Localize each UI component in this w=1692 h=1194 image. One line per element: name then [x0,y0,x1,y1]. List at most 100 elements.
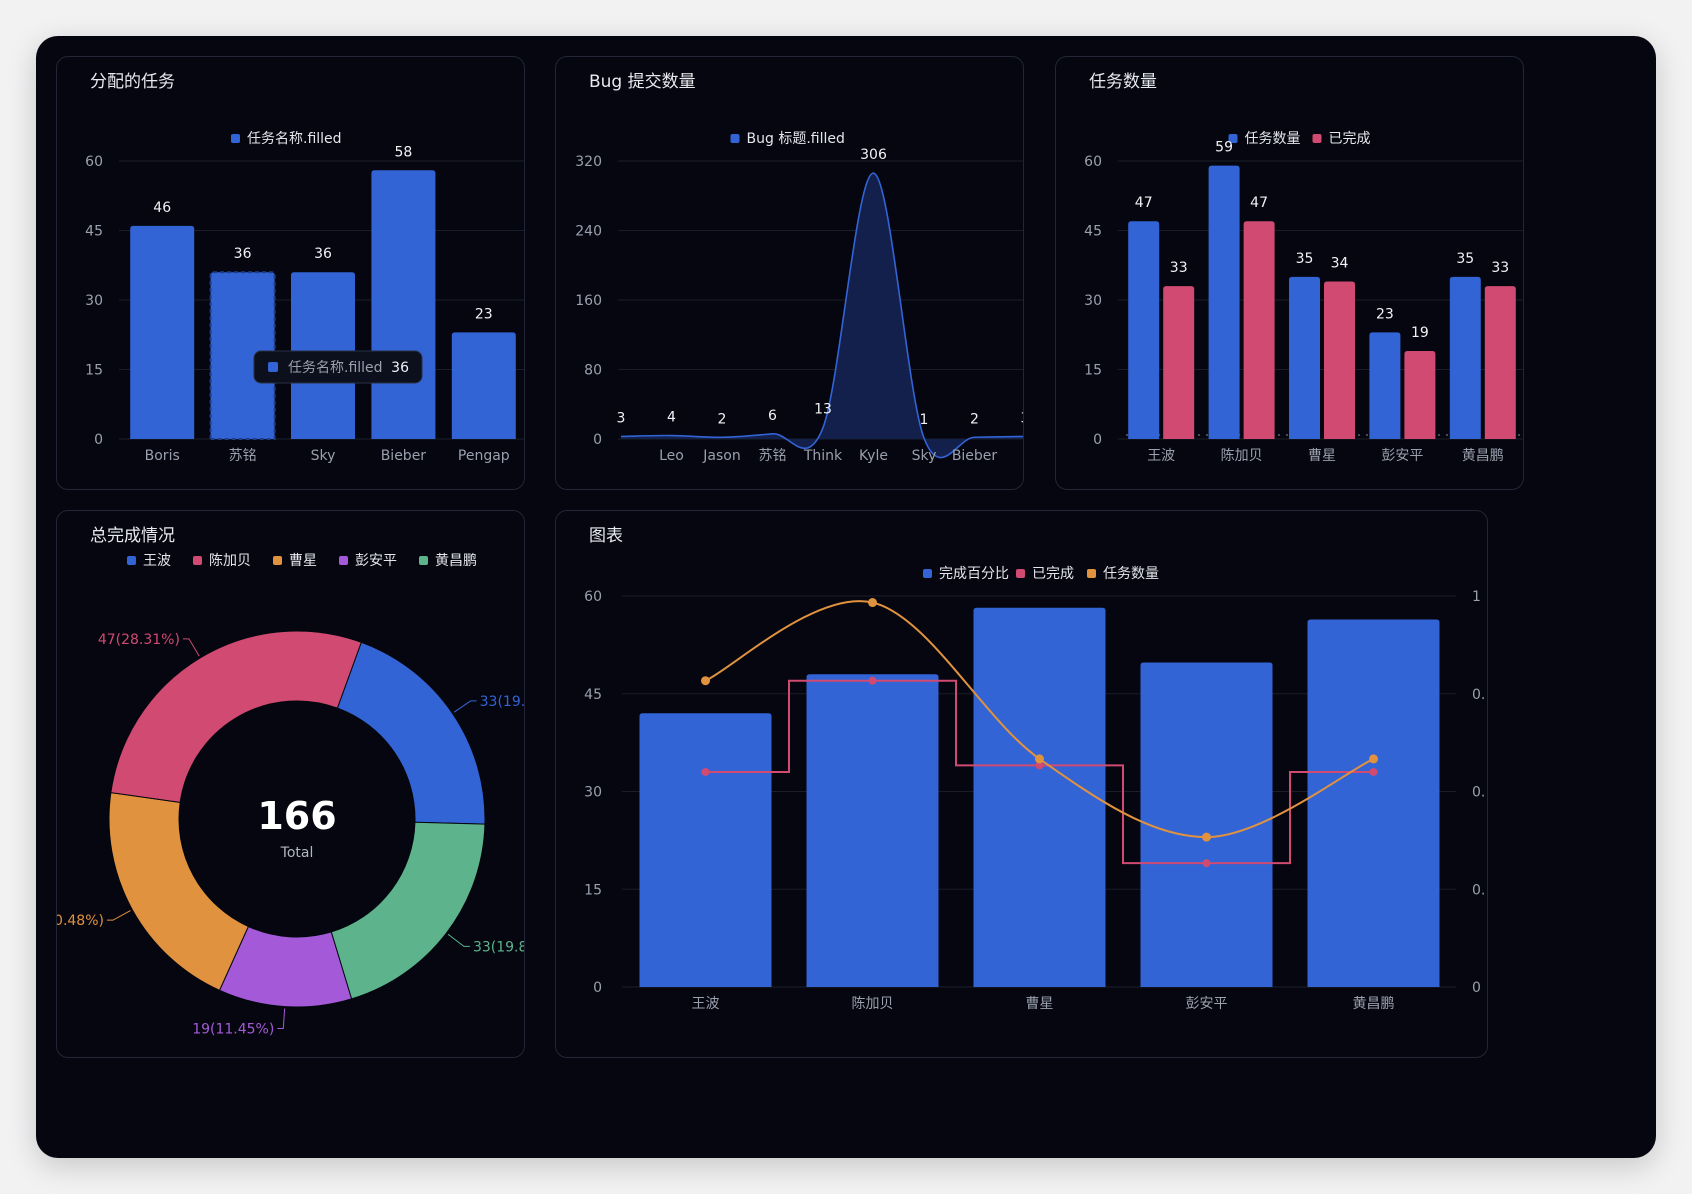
tooltip-value: 36 [391,360,409,376]
data-label: 36 [314,246,332,262]
x-tick-label: Bieber [952,448,998,464]
legend-marker [339,556,348,565]
assigned-tasks-panel: 分配的任务 0 15 30 45 60 任务名称.filled 46 Boris 36 苏铭 36 S… [56,56,525,490]
y-tick-label: 80 [584,363,602,379]
bar [1324,281,1355,439]
x-tick-label: 彭安平 [1186,996,1228,1012]
x-tick-label: 陈加贝 [1221,447,1263,464]
x-tick-label: Sky [912,448,937,464]
legend-label: 彭安平 [355,553,397,569]
donut-total-label: Total [280,845,314,861]
bar [639,713,772,987]
bar [1208,165,1240,439]
bar [1307,619,1440,987]
data-label: 35 [1456,251,1474,267]
bug-count-panel: Bug 提交数量 0 80 160 240 320 Bug 标题.filled 3 4 Leo 2… [555,56,1024,490]
bar [1128,221,1160,439]
y-tick-label: 45 [584,687,602,703]
area-line [620,172,1023,459]
data-label: 3 [1021,410,1023,426]
bar [1369,332,1401,439]
x-tick-label: 苏铭 [229,448,257,464]
legend-label: Bug 标题.filled [747,131,845,147]
slice-label: 47(28.31%) [98,632,180,648]
legend-marker [1016,569,1025,578]
data-label: 47 [1250,195,1268,211]
slice-leader-line [106,910,131,921]
y-tick-label: 240 [575,224,602,240]
panel-title: 图表 [589,526,623,546]
tooltip-label: 任务名称.filled [288,360,383,376]
legend-marker [231,134,240,143]
donut-slice [110,630,362,803]
x-tick-label: Sky [311,448,336,464]
x-tick-label: 黄昌鹏 [1462,447,1504,464]
x-tick-label: 曹星 [1026,996,1054,1012]
legend-label: 任务名称.filled [247,131,342,147]
donut-total-value: 166 [257,794,336,838]
legend-label: 王波 [143,553,171,569]
data-label: 58 [394,144,412,160]
slice-label: 19(11.45%) [192,1022,274,1038]
data-label: 3 [617,410,626,426]
x-tick-label: 彭安平 [1381,448,1423,464]
y2-tick-label: 0. [1472,785,1485,801]
legend-label: 已完成 [1329,131,1371,147]
y-tick-label: 45 [85,224,103,240]
donut-slice [336,641,486,825]
slice-label: 33(19.88 [473,939,524,955]
legend-marker [273,556,282,565]
x-tick-label: Boris [145,448,180,464]
x-tick-label: Leo [659,448,684,464]
task-count-panel: 任务数量 0 15 30 45 60 任务数量 已完成 47 33 王波 59 47 陈加贝 35 34 曹星… [1055,56,1524,490]
y-tick-label: 60 [584,589,602,605]
legend-label: 已完成 [1032,566,1074,582]
data-label: 33 [1170,260,1188,276]
combo-chart-panel: 图表 0 15 30 45 60 0 0. 0. 0. 1 完成百分比 已完成 任务数量 王波 陈加贝 曹星 彭… [555,510,1488,1058]
y-tick-label: 0 [94,432,103,448]
data-label: 2 [718,411,727,427]
data-label: 13 [814,402,832,418]
step-point [1369,767,1378,776]
step-point [1202,859,1211,868]
y-tick-label: 160 [575,293,602,309]
bar [1243,221,1275,439]
y-tick-label: 0 [593,980,602,996]
x-tick-label: 王波 [1147,448,1175,464]
assigned-tasks-chart[interactable]: 0 15 30 45 60 任务名称.filled 46 Boris 36 苏铭 36 Sky 58 Bi… [57,57,524,489]
bug-count-chart[interactable]: 0 80 160 240 320 Bug 标题.filled 3 4 Leo 2 Jason 6 苏铭 1… [556,57,1023,489]
legend-marker [1312,134,1322,143]
bar [1289,276,1320,439]
step-point [1035,761,1044,770]
legend-marker [923,569,932,578]
line-point [1202,832,1211,842]
y-tick-label: 15 [1084,363,1102,379]
legend-marker [127,556,136,565]
x-tick-label: 王波 [692,996,720,1012]
x-tick-label: 曹星 [1308,448,1336,464]
bar [1163,286,1195,439]
data-label: 34 [1331,255,1349,271]
y-tick-label: 30 [1084,293,1102,309]
legend-label: 陈加贝 [209,552,251,569]
legend-marker [419,556,428,565]
line-point [701,676,710,686]
task-count-line [705,600,1374,839]
step-point [868,676,877,685]
bar [1484,286,1516,439]
x-tick-label: Pengap [458,448,510,464]
slice-label: 20.48%) [57,913,104,929]
bar [371,170,436,439]
data-label: 19 [1411,325,1429,341]
line-point [1035,754,1044,764]
legend-marker [1228,134,1238,143]
bar [1140,662,1273,987]
data-label: 33 [1491,260,1509,276]
panel-title: Bug 提交数量 [589,72,696,92]
legend-marker [1087,569,1096,578]
y-tick-label: 60 [1084,154,1102,170]
completion-donut-chart[interactable]: 王波 陈加贝 曹星 彭安平 黄昌鹏 33(19.88 33(19.88 19(11.45%) 2… [57,511,524,1057]
legend-label: 任务数量 [1103,566,1159,582]
